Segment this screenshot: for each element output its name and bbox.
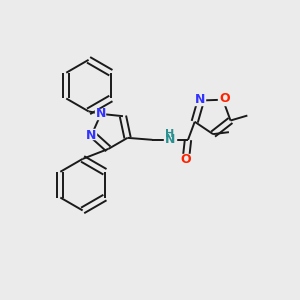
- Text: N: N: [96, 107, 106, 120]
- Text: O: O: [220, 92, 230, 105]
- Bar: [85, 129, 96, 139]
- Text: N: N: [195, 93, 205, 106]
- Bar: [180, 154, 192, 164]
- Bar: [164, 135, 176, 145]
- Bar: [165, 131, 175, 139]
- Text: N: N: [165, 133, 175, 146]
- Bar: [194, 95, 205, 105]
- Bar: [94, 109, 105, 119]
- Text: H: H: [165, 129, 174, 139]
- Bar: [218, 95, 230, 105]
- Text: N: N: [86, 129, 96, 142]
- Text: O: O: [181, 153, 191, 166]
